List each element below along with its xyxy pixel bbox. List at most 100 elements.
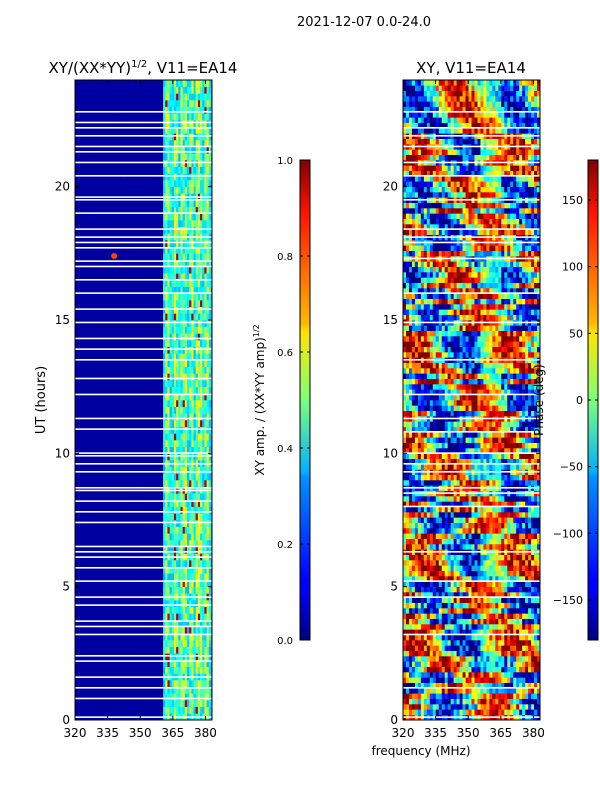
amp-cell bbox=[206, 326, 210, 334]
phase-cell bbox=[444, 666, 448, 673]
amp-cell bbox=[189, 140, 192, 147]
amp-rfi-point bbox=[111, 253, 118, 259]
phase-cell bbox=[510, 698, 514, 705]
amp-cell bbox=[186, 513, 190, 521]
phase-cell bbox=[441, 645, 445, 651]
amp-cell bbox=[173, 186, 177, 194]
amp-cell bbox=[206, 200, 210, 207]
phase-cell bbox=[423, 410, 428, 417]
phase-cell bbox=[516, 592, 520, 598]
phase-cell bbox=[480, 618, 484, 625]
amp-cell bbox=[165, 333, 168, 341]
colorbar-tick-label: 0.0 bbox=[277, 636, 293, 647]
phase-cell bbox=[495, 570, 499, 577]
amp-cell bbox=[208, 406, 212, 414]
phase-cell bbox=[403, 560, 407, 566]
phase-cell bbox=[414, 560, 419, 566]
phase-cell bbox=[408, 597, 413, 603]
amp-cell bbox=[178, 433, 181, 441]
amp-cell bbox=[165, 626, 168, 634]
phase-cell bbox=[528, 565, 532, 571]
amp-cell bbox=[167, 326, 170, 334]
phase-cell bbox=[495, 608, 499, 614]
amp-cell bbox=[167, 426, 170, 434]
amp-cell bbox=[169, 380, 173, 387]
amp-cell bbox=[167, 100, 170, 107]
amp-cell bbox=[204, 466, 207, 474]
phase-cell bbox=[516, 517, 520, 523]
phase-cell bbox=[528, 602, 532, 609]
amp-cell bbox=[206, 653, 210, 661]
phase-cell bbox=[459, 666, 463, 673]
phase-cell bbox=[516, 602, 520, 609]
amp-cell bbox=[195, 640, 199, 647]
phase-cell bbox=[435, 602, 440, 609]
phase-cell bbox=[423, 437, 428, 443]
amp-cell bbox=[167, 680, 170, 687]
phase-cell bbox=[507, 602, 511, 609]
phase-cell bbox=[528, 597, 532, 603]
phase-cell bbox=[444, 496, 448, 502]
phase-cell bbox=[435, 688, 440, 694]
phase-cell bbox=[474, 512, 478, 518]
amp-cell bbox=[167, 200, 170, 207]
amp-cell bbox=[200, 533, 203, 541]
phase-cell bbox=[411, 538, 416, 545]
phase-cell bbox=[468, 426, 472, 433]
amp-cell bbox=[176, 573, 179, 581]
amp-cell bbox=[193, 353, 196, 361]
phase-cell bbox=[456, 624, 460, 630]
amp-cell bbox=[210, 146, 212, 154]
amp-cell bbox=[197, 280, 201, 287]
amp-cell bbox=[193, 160, 196, 167]
phase-cell bbox=[525, 650, 529, 657]
amp-cell bbox=[171, 546, 175, 554]
amp-cell bbox=[208, 200, 212, 207]
amp-cell bbox=[210, 300, 212, 307]
x-tick-label: 320 bbox=[64, 726, 87, 740]
amp-cell bbox=[163, 326, 166, 334]
amp-cell bbox=[163, 560, 166, 567]
amp-cell bbox=[173, 160, 177, 167]
phase-cell bbox=[486, 517, 490, 523]
phase-cell bbox=[492, 661, 496, 667]
amp-cell bbox=[184, 393, 188, 401]
amp-cell bbox=[163, 380, 166, 387]
phase-cell bbox=[462, 570, 466, 577]
phase-cell bbox=[441, 474, 445, 481]
phase-cell bbox=[471, 533, 475, 539]
amp-cell bbox=[193, 473, 196, 481]
phase-cell bbox=[417, 517, 422, 523]
phase-cell bbox=[453, 458, 457, 465]
amp-cell bbox=[195, 453, 199, 461]
amp-cell bbox=[195, 260, 199, 267]
phase-cell bbox=[510, 709, 514, 715]
phase-cell bbox=[405, 656, 410, 662]
phase-cell bbox=[447, 634, 451, 641]
amp-cell bbox=[191, 633, 194, 641]
amp-cell bbox=[195, 320, 199, 327]
phase-cell bbox=[480, 709, 484, 715]
amp-cell bbox=[200, 80, 203, 87]
phase-cell bbox=[534, 682, 538, 689]
phase-cell bbox=[447, 666, 451, 673]
phase-cell bbox=[498, 501, 502, 507]
amp-cell bbox=[176, 393, 179, 401]
phase-cell bbox=[498, 570, 502, 577]
amp-cell bbox=[191, 353, 194, 361]
phase-cell bbox=[417, 677, 422, 683]
phase-cell bbox=[432, 608, 437, 614]
amp-cell bbox=[184, 533, 188, 541]
amp-cell bbox=[178, 200, 181, 207]
amp-cell bbox=[197, 600, 201, 607]
amp-cell bbox=[180, 293, 183, 301]
amp-cell bbox=[197, 620, 201, 627]
amp-cell bbox=[208, 393, 212, 401]
phase-cell bbox=[489, 453, 493, 459]
amp-cell bbox=[165, 640, 168, 647]
amp-cell bbox=[163, 573, 166, 581]
amp-cell bbox=[171, 440, 175, 447]
amp-cell bbox=[189, 346, 192, 354]
amp-cell bbox=[180, 240, 183, 247]
phase-cell bbox=[525, 677, 529, 683]
